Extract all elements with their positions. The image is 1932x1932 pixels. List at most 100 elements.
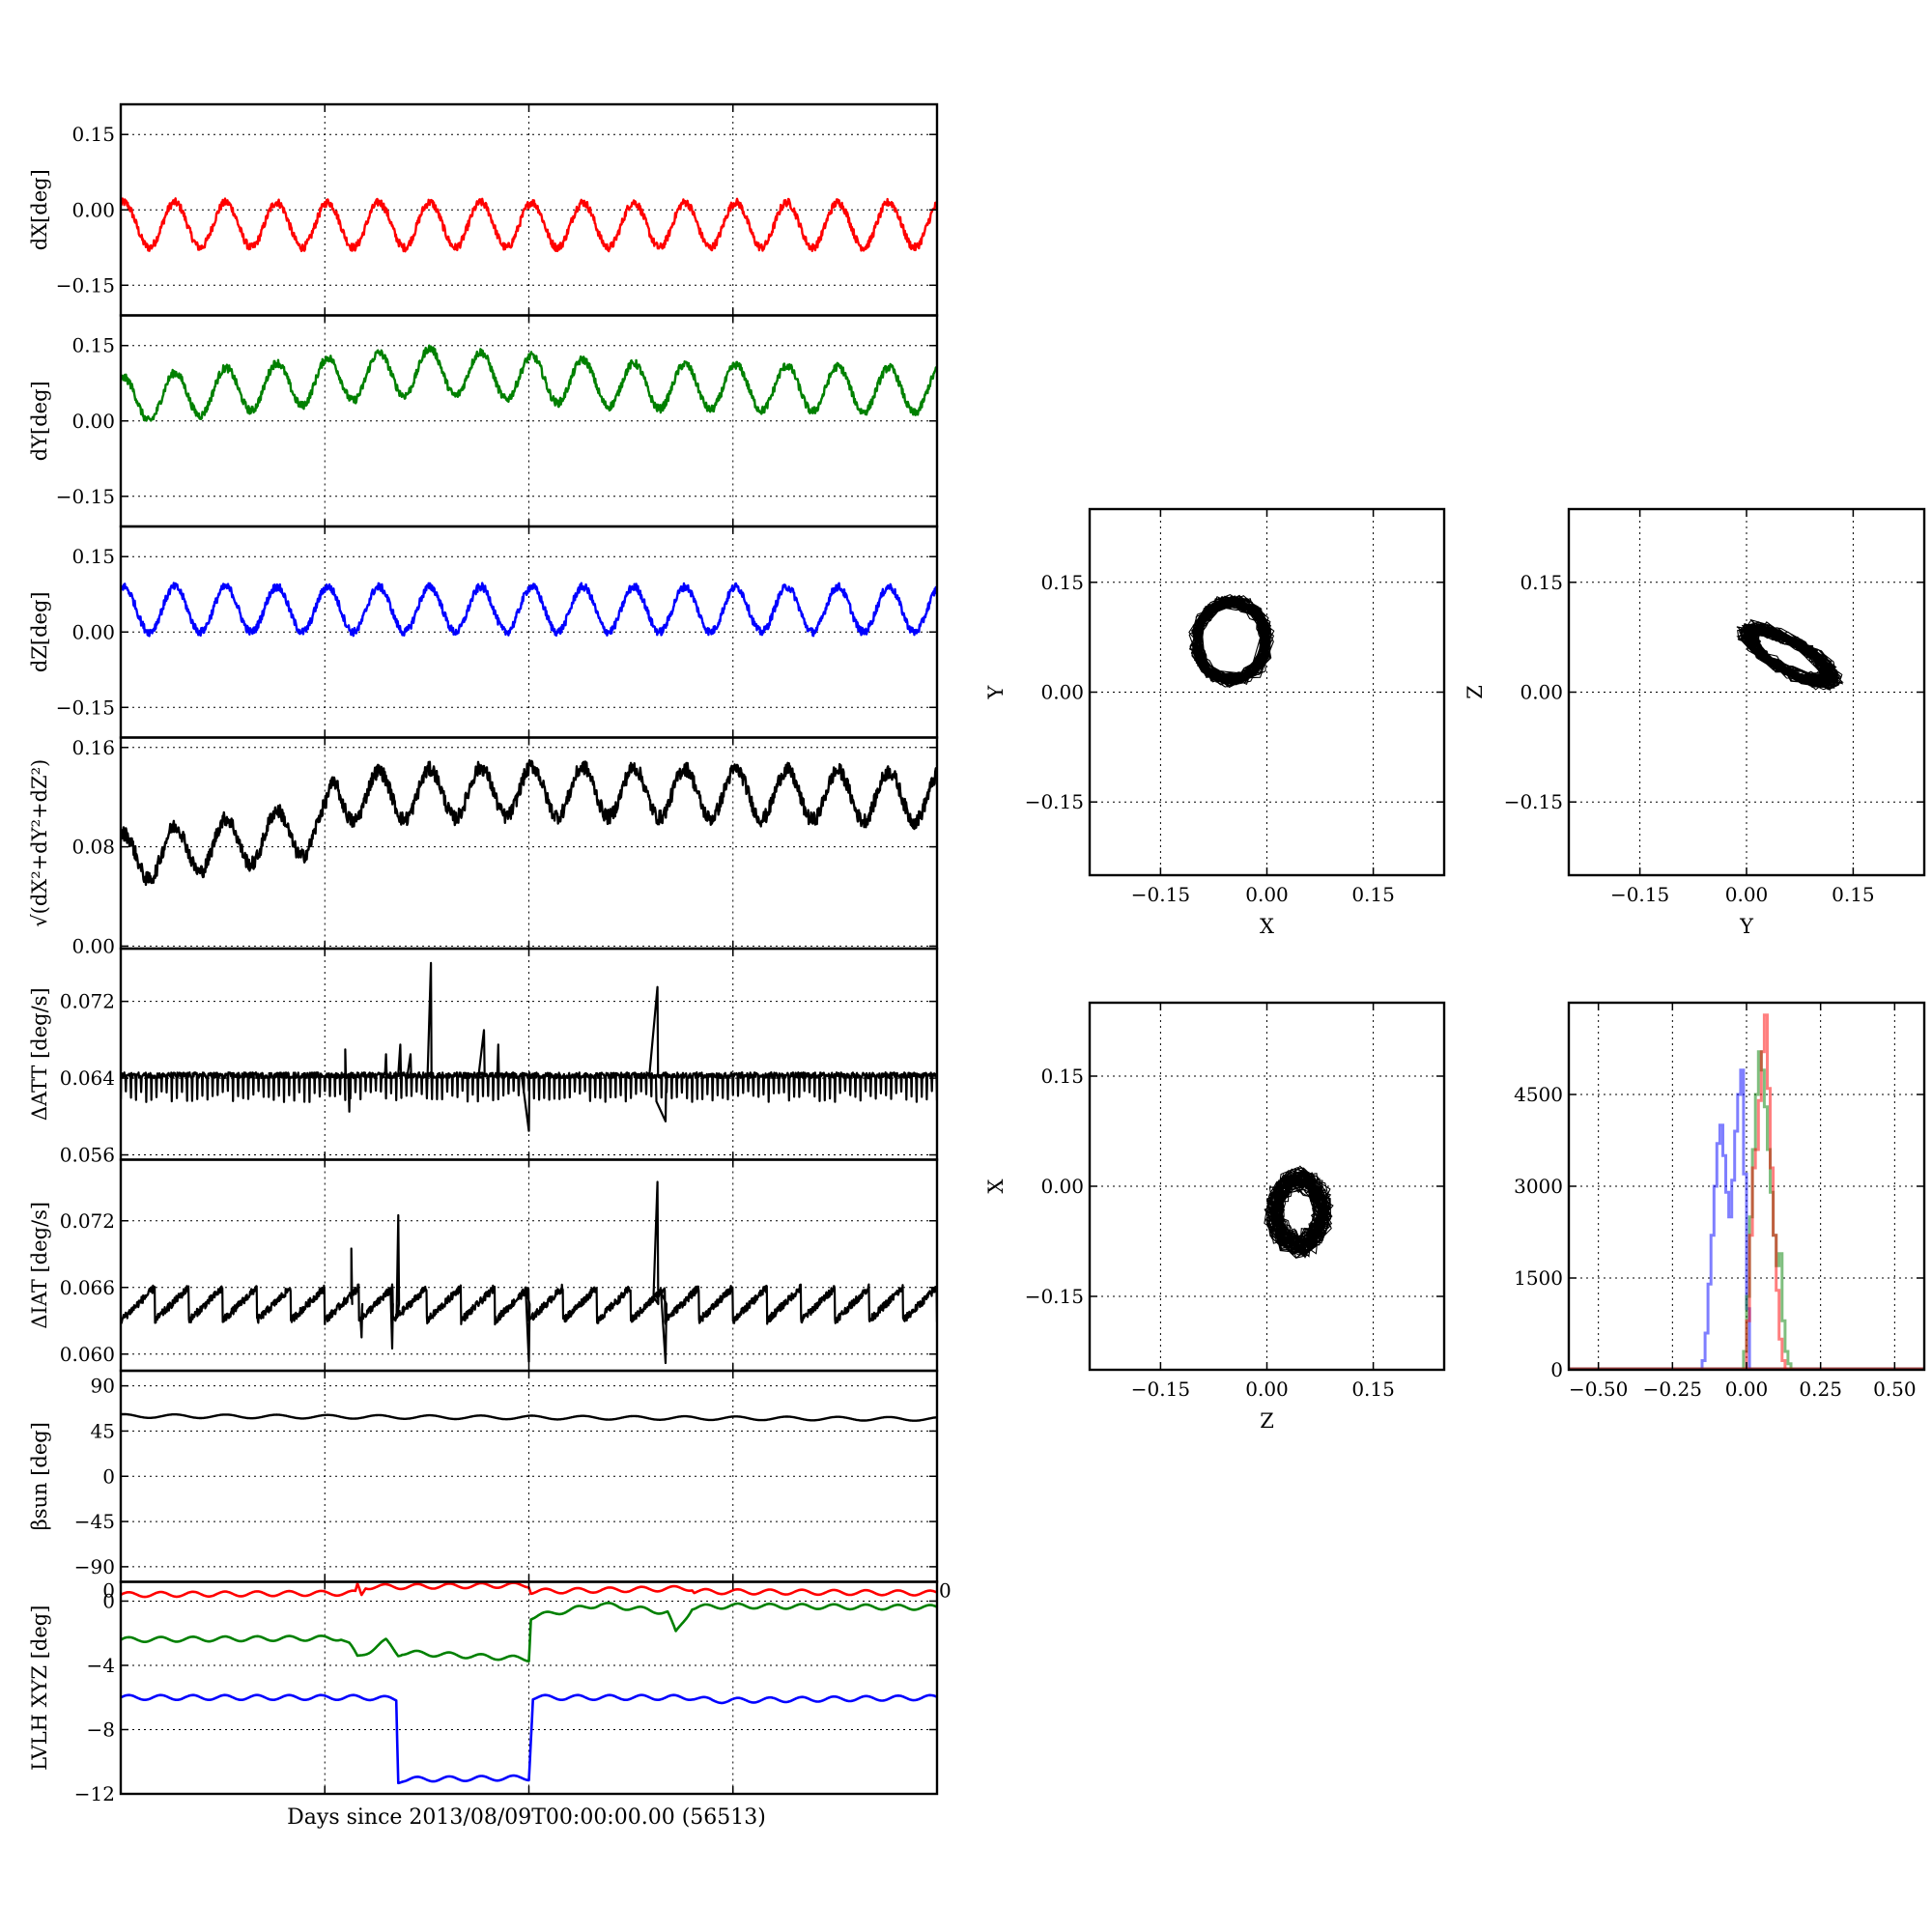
- y-tick-label: 0.15: [1040, 571, 1084, 594]
- y-tick-label: 45: [91, 1419, 115, 1442]
- series-group-beta: [121, 1412, 937, 1422]
- x-tick-label: −0.15: [1610, 883, 1669, 906]
- y-tick-label: 0.15: [1520, 571, 1563, 594]
- series-group-datt: [121, 961, 937, 1132]
- y-tick-label: −0.15: [56, 273, 115, 297]
- y-tick-label: −4: [87, 1654, 115, 1677]
- series-line-dx-0: [121, 197, 937, 253]
- y-axis-label-dx: dX[deg]: [28, 169, 51, 250]
- y-tick-label: −45: [74, 1510, 115, 1533]
- series-group-scatter_zx: [1264, 1165, 1334, 1259]
- series-group-dr: [121, 758, 937, 887]
- y-tick-label: 0.15: [71, 545, 115, 568]
- series-line-dy-0: [121, 344, 937, 422]
- x-tick-label: 0: [939, 1579, 952, 1603]
- y-axis-label-lvlh: LVLH XYZ [deg]: [28, 1605, 51, 1771]
- y-tick-label: −90: [74, 1555, 115, 1578]
- x-tick-label: 0.15: [1351, 1378, 1395, 1401]
- panel-histogram: 4500 3000 1500 0 −0.50 −0.25 0.00 0.25 0.50: [1514, 1001, 1926, 1401]
- x-tick-label: −0.15: [1131, 883, 1190, 906]
- y-axis-label-scatter_zx: X: [984, 1179, 1008, 1193]
- panel-dz: 0.15 0.00 −0.15 dZ[deg]: [28, 525, 939, 739]
- y-tick-label: 0: [102, 1579, 115, 1603]
- x-tick-label: 0.00: [1245, 883, 1289, 906]
- panel-datt: 0.072 0.064 0.056 ΔATT [deg/s]: [28, 947, 939, 1167]
- y-tick-label: 0.00: [1040, 681, 1084, 704]
- x-tick-label: −0.15: [1131, 1378, 1190, 1401]
- y-tick-label: 0.060: [60, 1343, 115, 1366]
- y-axis-label-dy: dY[deg]: [28, 381, 51, 461]
- grid-beta: [120, 1371, 938, 1582]
- series-line-datt-0: [121, 961, 937, 1132]
- y-tick-label: 0.00: [1520, 681, 1563, 704]
- series-line-beta-0: [121, 1412, 937, 1422]
- panel-scatter_zx: 0.15 0.00 −0.15 −0.15 0.00 0.15 X Z: [984, 1001, 1446, 1433]
- series-group-dz: [121, 582, 937, 638]
- panel-beta: 90 45 0 −45 −90 βsun [deg]: [28, 1369, 939, 1583]
- y-tick-label: 4500: [1514, 1083, 1563, 1106]
- series-group-lvlh: [121, 1581, 937, 1785]
- y-tick-label: −12: [74, 1782, 115, 1805]
- scatter-trace-scatter_zx: [1264, 1165, 1334, 1259]
- series-group-scatter_xy: [1188, 593, 1275, 689]
- series-line-dr-0: [121, 758, 937, 887]
- panel-dy: 0.15 0.00 −0.15 dY[deg]: [28, 314, 939, 528]
- x-tick-label: 0.25: [1799, 1378, 1842, 1401]
- y-axis-label-datt: ΔATT [deg/s]: [28, 987, 51, 1121]
- x-tick-label: 0.15: [1832, 883, 1875, 906]
- y-tick-label: 0.064: [60, 1066, 115, 1090]
- grid-scatter_xy: [1090, 509, 1444, 875]
- series-group-scatter_yz: [1736, 618, 1844, 692]
- y-tick-label: −0.15: [56, 696, 115, 719]
- x-axis-label-scatter_xy: X: [1260, 915, 1274, 938]
- histogram-step-0: [1698, 1068, 1753, 1370]
- y-axis-label-scatter_xy: Y: [984, 684, 1008, 699]
- y-tick-label: 0.066: [60, 1276, 115, 1299]
- series-group-dy: [121, 344, 937, 422]
- y-tick-label: −0.15: [1025, 790, 1084, 813]
- panel-dr: 0.16 0.08 0.00 √(dX²+dY²+dZ²): [28, 736, 939, 957]
- y-tick-label: 0.00: [71, 620, 115, 643]
- y-tick-label: 0.00: [1040, 1175, 1084, 1198]
- y-tick-label: −0.15: [1504, 790, 1563, 813]
- y-tick-label: 0: [102, 1589, 115, 1612]
- y-tick-label: 3000: [1514, 1175, 1563, 1198]
- y-tick-label: 0.072: [60, 1209, 115, 1233]
- y-tick-label: 1500: [1514, 1266, 1563, 1290]
- y-tick-label: −8: [87, 1718, 115, 1741]
- grid-scatter_yz: [1569, 509, 1924, 875]
- y-tick-label: 0.15: [1040, 1065, 1084, 1088]
- y-tick-label: 0: [102, 1464, 115, 1488]
- series-group-dx: [121, 197, 937, 253]
- grid-dx: [120, 104, 938, 316]
- x-axis-label-scatter_zx: Z: [1260, 1409, 1274, 1433]
- x-tick-label: 0.00: [1725, 1378, 1769, 1401]
- x-tick-label: 0.50: [1873, 1378, 1917, 1401]
- x-tick-label: 0.00: [1245, 1378, 1289, 1401]
- panel-scatter_xy: 0.15 0.00 −0.15 −0.15 0.00 0.15 Y X: [984, 507, 1446, 938]
- y-tick-label: 0.15: [71, 123, 115, 146]
- x-tick-label: −0.50: [1569, 1378, 1628, 1401]
- series-group-diat: [121, 1180, 937, 1365]
- scatter-trace-scatter_yz: [1736, 618, 1844, 692]
- bottom-x-axis-label: Days since 2013/08/09T00:00:00.00 (56513…: [287, 1805, 766, 1830]
- y-tick-label: 0.00: [71, 410, 115, 433]
- y-tick-label: 0: [1550, 1358, 1563, 1381]
- y-axis-label-scatter_yz: Z: [1463, 685, 1487, 699]
- x-tick-label: −0.25: [1643, 1378, 1702, 1401]
- y-axis-label-diat: ΔIAT [deg/s]: [28, 1202, 51, 1329]
- y-tick-label: −0.15: [1025, 1285, 1084, 1308]
- series-line-lvlh-2: [121, 1693, 937, 1785]
- series-line-diat-0: [121, 1180, 937, 1365]
- x-tick-label: 0.00: [1725, 883, 1769, 906]
- histogram-step-2: [1743, 1013, 1788, 1370]
- y-tick-label: 0.00: [71, 934, 115, 957]
- y-tick-label: 0.16: [71, 736, 115, 759]
- panel-diat: 0.072 0.066 0.060 ΔIAT [deg/s]: [28, 1158, 939, 1373]
- panel-scatter_yz: 0.15 0.00 −0.15 −0.15 0.00 0.15 Z Y: [1463, 507, 1926, 938]
- y-axis-label-beta: βsun [deg]: [28, 1422, 51, 1530]
- grid-dy: [120, 315, 938, 526]
